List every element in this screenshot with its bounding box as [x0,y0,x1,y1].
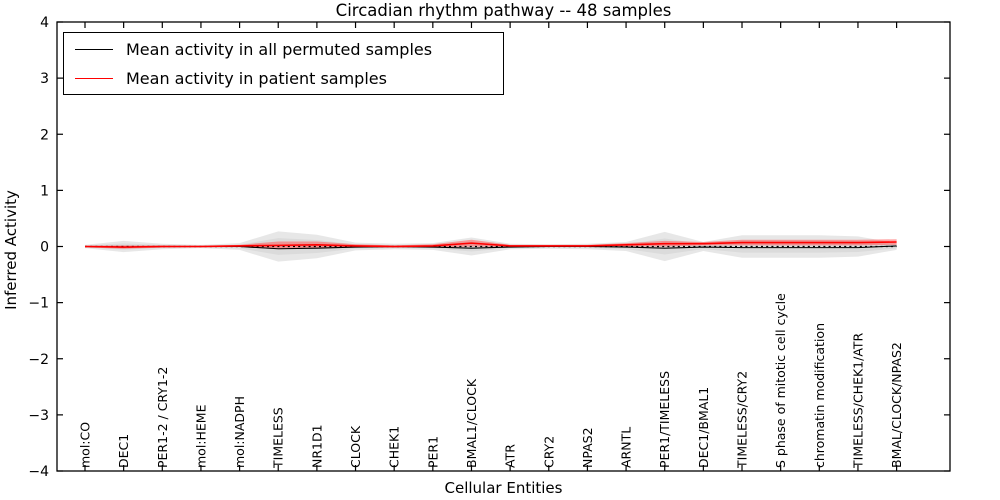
legend-label: Mean activity in patient samples [126,68,387,88]
svg-text:−2: −2 [28,352,49,368]
svg-text:−4: −4 [28,464,49,480]
svg-text:mol:CO: mol:CO [78,422,93,468]
svg-text:NR1D1: NR1D1 [309,424,324,468]
svg-text:chromatin modification: chromatin modification [812,323,827,468]
chart-title: Circadian rhythm pathway -- 48 samples [335,1,672,20]
legend-line-red [75,77,113,79]
svg-text:mol:NADPH: mol:NADPH [232,396,247,468]
svg-text:ATR: ATR [503,444,518,468]
svg-text:S phase of mitotic cell cycle: S phase of mitotic cell cycle [773,293,788,468]
svg-text:ARNTL: ARNTL [619,427,634,468]
legend-line-black [75,48,113,50]
svg-text:PER1/TIMELESS: PER1/TIMELESS [657,371,672,468]
svg-text:PER1-2 / CRY1-2: PER1-2 / CRY1-2 [155,367,170,468]
legend-item-permuted: Mean activity in all permuted samples [64,34,503,64]
svg-text:0: 0 [40,240,49,256]
legend: Mean activity in all permuted samples Me… [63,32,504,95]
svg-text:3: 3 [40,71,49,87]
svg-text:−1: −1 [28,296,49,312]
svg-text:BMAL1/CLOCK: BMAL1/CLOCK [464,378,479,468]
svg-text:CLOCK: CLOCK [348,425,363,468]
svg-text:NPAS2: NPAS2 [580,427,595,468]
svg-text:2: 2 [40,127,49,143]
legend-item-patient: Mean activity in patient samples [64,63,503,93]
svg-text:TIMELESS/CHEK1/ATR: TIMELESS/CHEK1/ATR [850,332,865,469]
svg-text:TIMELESS: TIMELESS [271,407,286,469]
svg-text:DEC1/BMAL1: DEC1/BMAL1 [696,387,711,468]
svg-text:BMAL/CLOCK/NPAS2: BMAL/CLOCK/NPAS2 [889,342,904,468]
svg-text:DEC1: DEC1 [116,434,131,468]
y-axis-label: Inferred Activity [2,190,20,310]
legend-label: Mean activity in all permuted samples [126,39,433,59]
svg-text:CHEK1: CHEK1 [387,426,402,468]
x-axis-label: Cellular Entities [444,479,563,497]
svg-text:4: 4 [40,15,49,31]
svg-text:CRY2: CRY2 [541,436,556,468]
svg-text:1: 1 [40,183,49,199]
svg-text:TIMELESS/CRY2: TIMELESS/CRY2 [735,371,750,469]
svg-text:−3: −3 [28,408,49,424]
svg-text:mol:HEME: mol:HEME [193,404,208,468]
svg-text:PER1: PER1 [425,436,440,468]
